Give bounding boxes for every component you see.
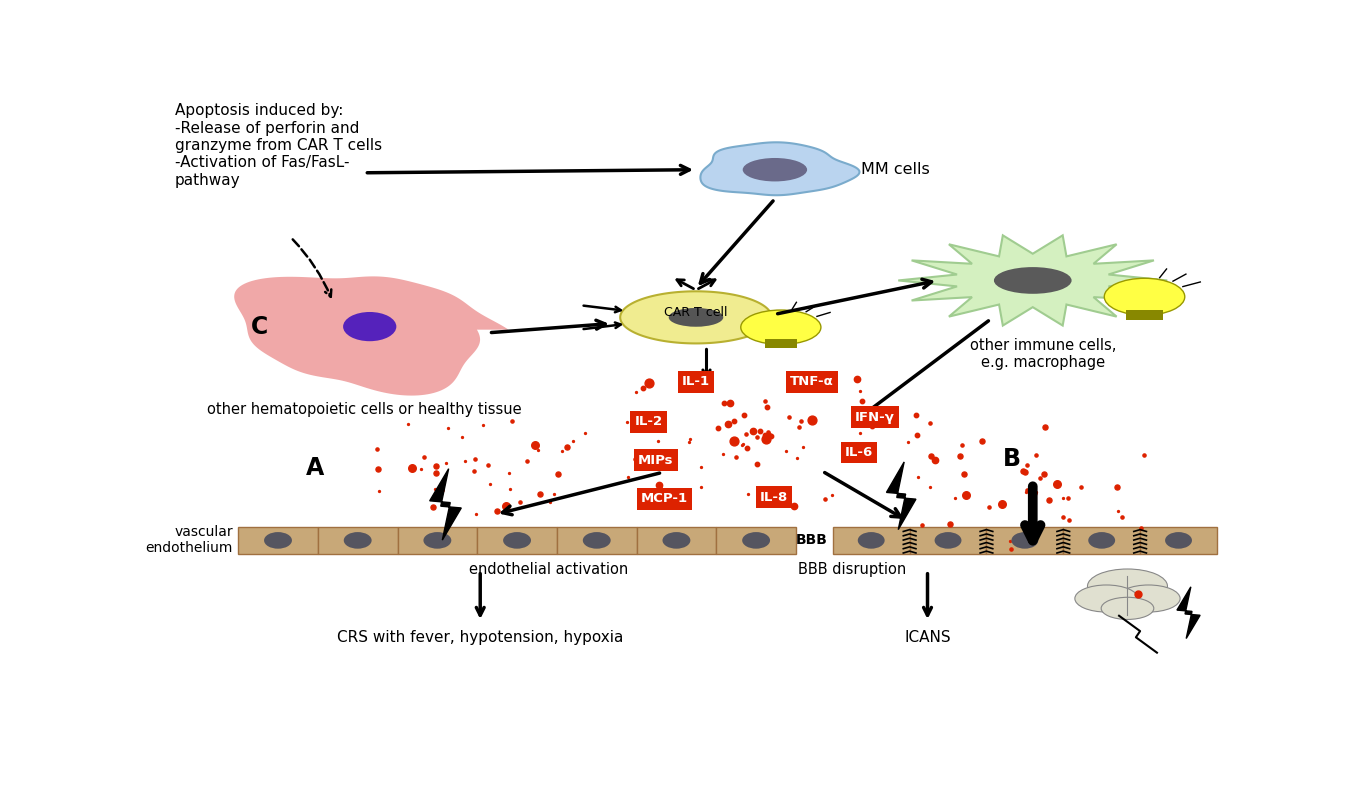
- Bar: [716, 527, 796, 555]
- Text: IL-1: IL-1: [682, 376, 710, 388]
- Polygon shape: [898, 236, 1168, 325]
- Ellipse shape: [344, 532, 372, 549]
- Bar: [832, 527, 910, 555]
- Polygon shape: [429, 469, 462, 540]
- Text: TNF-α: TNF-α: [790, 376, 834, 388]
- Bar: [318, 527, 398, 555]
- Text: C: C: [251, 315, 268, 339]
- Ellipse shape: [994, 267, 1071, 294]
- Text: other hematopoietic cells or healthy tissue: other hematopoietic cells or healthy tis…: [208, 402, 521, 417]
- Text: IFN-γ: IFN-γ: [856, 411, 895, 423]
- Bar: [238, 527, 318, 555]
- Text: MCP-1: MCP-1: [641, 492, 689, 505]
- Text: Apoptosis induced by:
-Release of perforin and
granzyme from CAR T cells
-Activa: Apoptosis induced by: -Release of perfor…: [175, 103, 382, 188]
- Ellipse shape: [1101, 598, 1154, 619]
- Text: B: B: [1002, 447, 1021, 471]
- Text: vascular
endothelium: vascular endothelium: [145, 525, 234, 555]
- Ellipse shape: [1104, 278, 1184, 315]
- Text: endothelial activation: endothelial activation: [469, 562, 629, 577]
- Ellipse shape: [668, 308, 724, 327]
- Text: MM cells: MM cells: [861, 162, 930, 177]
- Bar: [765, 340, 797, 348]
- Ellipse shape: [583, 532, 611, 549]
- Ellipse shape: [502, 532, 531, 549]
- Bar: [910, 527, 986, 555]
- Polygon shape: [1177, 586, 1200, 638]
- Ellipse shape: [858, 532, 884, 549]
- Polygon shape: [621, 292, 771, 344]
- Ellipse shape: [1116, 585, 1180, 612]
- Text: BBB disruption: BBB disruption: [799, 562, 907, 577]
- Polygon shape: [887, 462, 915, 530]
- Text: CAR T cell: CAR T cell: [664, 306, 728, 319]
- Ellipse shape: [424, 532, 451, 549]
- Text: ICANS: ICANS: [904, 630, 951, 645]
- Polygon shape: [234, 276, 508, 396]
- Text: other immune cells,
e.g. macrophage: other immune cells, e.g. macrophage: [970, 338, 1116, 370]
- Text: A: A: [306, 456, 325, 480]
- Polygon shape: [701, 142, 860, 195]
- Text: IL-2: IL-2: [634, 415, 663, 428]
- Ellipse shape: [740, 310, 822, 344]
- Ellipse shape: [663, 532, 690, 549]
- Bar: [557, 527, 637, 555]
- Ellipse shape: [1076, 585, 1138, 612]
- Ellipse shape: [1088, 569, 1168, 603]
- Bar: [1063, 527, 1141, 555]
- Ellipse shape: [1165, 532, 1192, 549]
- Ellipse shape: [344, 312, 397, 341]
- Ellipse shape: [263, 532, 292, 549]
- Text: IL-6: IL-6: [845, 446, 873, 459]
- Text: IL-8: IL-8: [759, 491, 788, 503]
- Bar: [1141, 527, 1217, 555]
- Text: MIPs: MIPs: [638, 454, 674, 467]
- Ellipse shape: [1012, 532, 1039, 549]
- Bar: [1126, 310, 1162, 320]
- Text: CRS with fever, hypotension, hypoxia: CRS with fever, hypotension, hypoxia: [337, 630, 623, 645]
- Ellipse shape: [743, 532, 770, 549]
- Ellipse shape: [934, 532, 961, 549]
- Bar: [477, 527, 557, 555]
- Bar: [398, 527, 477, 555]
- Text: BBB: BBB: [796, 534, 827, 547]
- Ellipse shape: [743, 158, 807, 181]
- Bar: [986, 527, 1063, 555]
- Ellipse shape: [1088, 532, 1115, 549]
- Bar: [637, 527, 716, 555]
